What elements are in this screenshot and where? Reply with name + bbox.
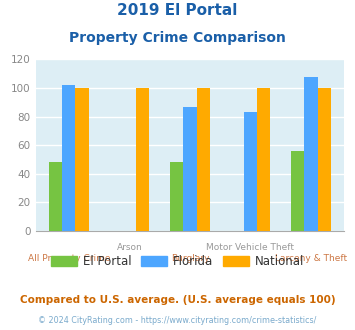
- Text: 2019 El Portal: 2019 El Portal: [117, 3, 238, 18]
- Bar: [291, 151, 304, 231]
- Text: Larceny & Theft: Larceny & Theft: [275, 254, 347, 263]
- Bar: [257, 88, 271, 231]
- Bar: [76, 88, 89, 231]
- Bar: [318, 88, 331, 231]
- Bar: [304, 77, 318, 231]
- Text: Motor Vehicle Theft: Motor Vehicle Theft: [207, 243, 295, 251]
- Legend: El Portal, Florida, National: El Portal, Florida, National: [47, 250, 308, 273]
- Bar: [183, 107, 197, 231]
- Bar: [197, 88, 210, 231]
- Bar: [136, 88, 149, 231]
- Text: Property Crime Comparison: Property Crime Comparison: [69, 31, 286, 45]
- Bar: [244, 112, 257, 231]
- Text: All Property Crime: All Property Crime: [28, 254, 110, 263]
- Text: Compared to U.S. average. (U.S. average equals 100): Compared to U.S. average. (U.S. average …: [20, 295, 335, 305]
- Bar: [170, 162, 183, 231]
- Bar: [49, 162, 62, 231]
- Text: © 2024 CityRating.com - https://www.cityrating.com/crime-statistics/: © 2024 CityRating.com - https://www.city…: [38, 316, 317, 325]
- Text: Burglary: Burglary: [171, 254, 209, 263]
- Bar: [62, 85, 76, 231]
- Text: Arson: Arson: [116, 243, 142, 251]
